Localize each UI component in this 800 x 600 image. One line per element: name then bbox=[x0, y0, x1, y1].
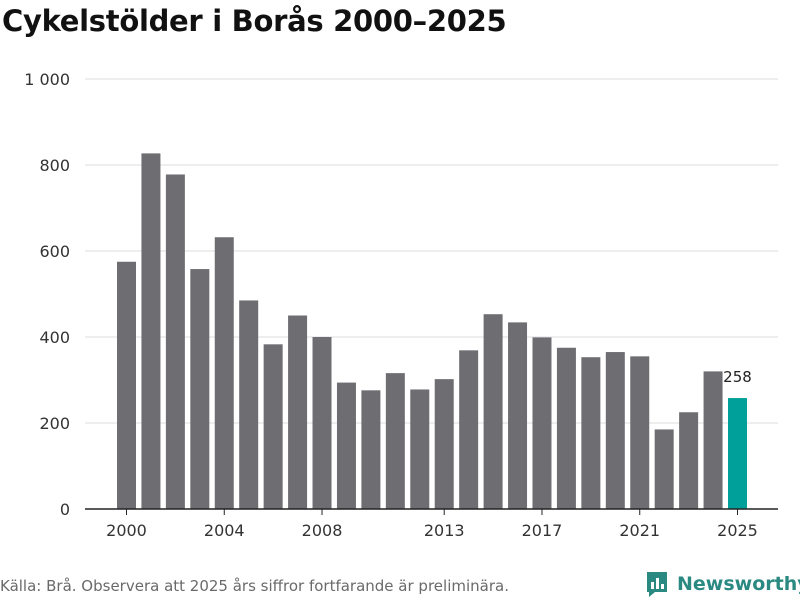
y-tick-label: 0 bbox=[60, 500, 70, 519]
bar-2024 bbox=[703, 371, 723, 509]
bar-2015 bbox=[483, 314, 503, 509]
x-tick-label: 2025 bbox=[717, 521, 758, 540]
x-tick-label: 2021 bbox=[619, 521, 660, 540]
bar-2001 bbox=[141, 153, 161, 509]
x-tick-label: 2017 bbox=[522, 521, 563, 540]
bar-2013 bbox=[434, 379, 454, 509]
bar-2020 bbox=[605, 352, 625, 509]
bar-2025 bbox=[728, 398, 747, 509]
x-tick-label: 2008 bbox=[302, 521, 343, 540]
brand-logo: Newsworthy bbox=[645, 570, 800, 598]
bar-2008 bbox=[312, 337, 332, 509]
bar-2019 bbox=[581, 357, 601, 509]
bar-2006 bbox=[263, 344, 283, 509]
bar-2014 bbox=[459, 350, 479, 509]
x-tick-label: 2013 bbox=[424, 521, 465, 540]
bar-2023 bbox=[679, 412, 699, 509]
bar-2011 bbox=[385, 373, 405, 509]
x-tick-label: 2004 bbox=[204, 521, 245, 540]
bar-2018 bbox=[556, 347, 576, 509]
bar-2000 bbox=[117, 261, 136, 509]
chart-title: Cykelstölder i Borås 2000–2025 bbox=[2, 4, 507, 38]
bar-2017 bbox=[532, 337, 552, 509]
bar-2007 bbox=[288, 315, 308, 509]
brand-name: Newsworthy bbox=[677, 573, 800, 595]
bar-2022 bbox=[654, 429, 674, 509]
bar-2021 bbox=[630, 356, 650, 509]
bar-2002 bbox=[165, 174, 185, 509]
bar-2009 bbox=[336, 382, 356, 509]
bar-2005 bbox=[239, 300, 259, 509]
y-tick-label: 600 bbox=[39, 242, 70, 261]
bar-2003 bbox=[190, 269, 210, 509]
source-note: Källa: Brå. Observera att 2025 års siffr… bbox=[0, 577, 509, 595]
y-tick-label: 1 000 bbox=[24, 70, 70, 89]
y-tick-label: 400 bbox=[39, 328, 70, 347]
bar-2004 bbox=[214, 237, 234, 510]
bar-2016 bbox=[508, 322, 528, 509]
y-tick-label: 800 bbox=[39, 156, 70, 175]
data-label: 258 bbox=[723, 368, 752, 386]
bar-2010 bbox=[361, 390, 381, 509]
y-tick-label: 200 bbox=[39, 414, 70, 433]
newsworthy-logo-icon bbox=[647, 572, 667, 597]
bar-2012 bbox=[410, 389, 430, 509]
x-tick-label: 2000 bbox=[106, 521, 147, 540]
